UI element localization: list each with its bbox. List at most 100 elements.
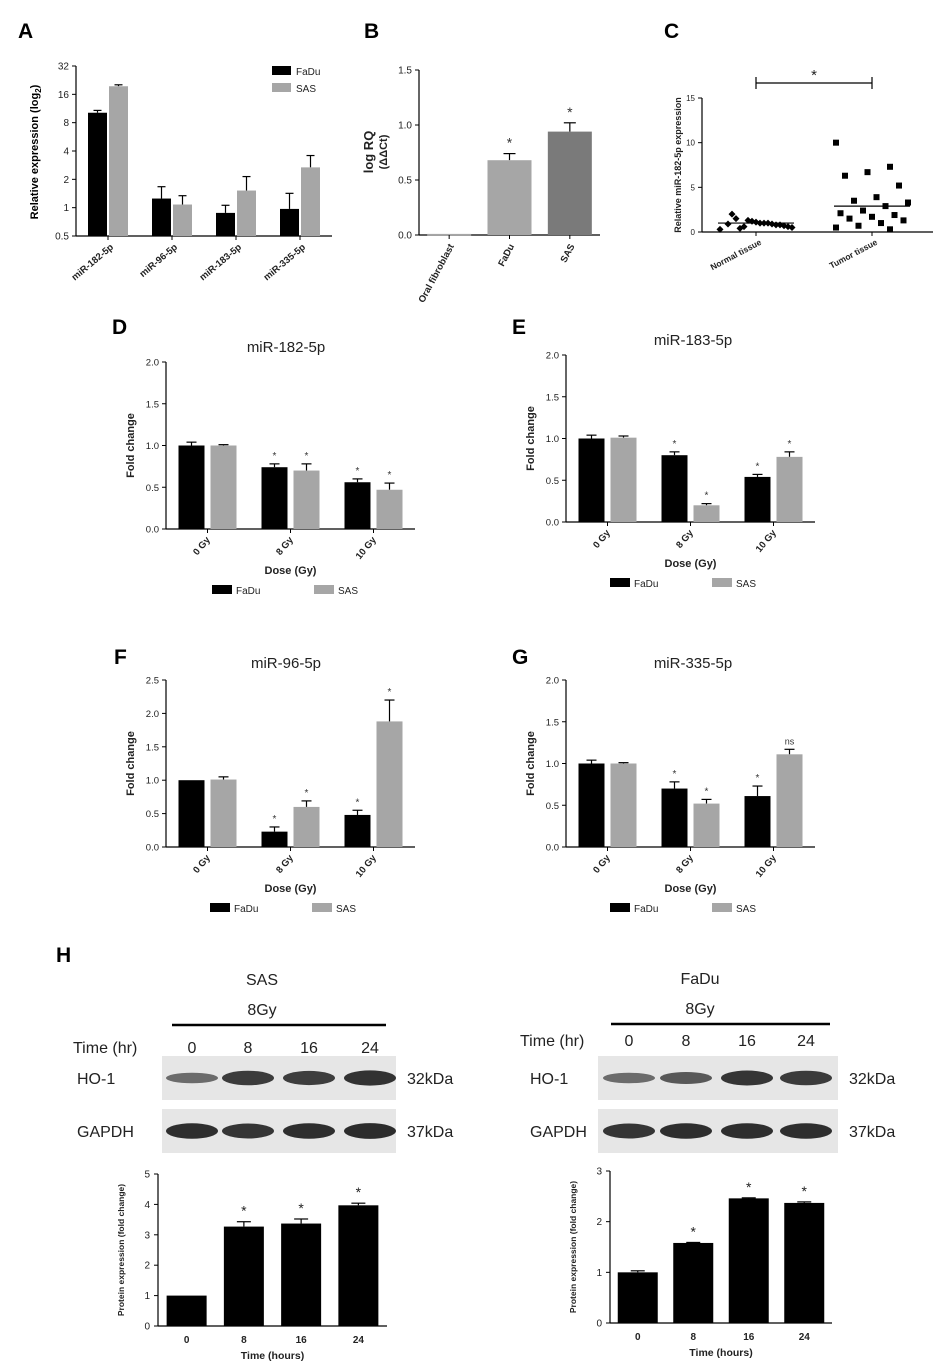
g-significance: * [673, 769, 677, 780]
d-category-label: 0 Gy [191, 534, 213, 557]
e-bar-fadu [578, 438, 605, 522]
d-bar-fadu [261, 467, 288, 529]
e-ytick-label: 1.5 [546, 392, 559, 403]
e-legend-swatch-fadu [610, 578, 630, 587]
b-y-axis-label: log RQ [361, 131, 376, 174]
f-legend-label: FaDu [234, 904, 258, 915]
blot-sas-band [344, 1070, 396, 1086]
c-point-normal [744, 216, 752, 224]
f-category-label: 8 Gy [274, 852, 296, 875]
g-ytick-label: 1.0 [546, 759, 559, 770]
e-bar-sas [776, 456, 803, 522]
blot-sas-band [166, 1072, 218, 1084]
d-significance: * [388, 470, 392, 481]
b-ytick-label: 0.0 [398, 231, 412, 242]
h-sas-category-label: 24 [353, 1335, 365, 1346]
h-sas-ytick-label: 4 [144, 1200, 150, 1211]
panel-letter-e: E [512, 316, 526, 339]
g-legend-swatch-sas [712, 903, 732, 912]
panel-letter-f: F [114, 646, 127, 669]
h-sas-bar [281, 1223, 322, 1326]
d-bar-sas [293, 470, 320, 529]
a-ytick-label: 2 [63, 175, 69, 186]
blot-fadu-time-label: Time (hr) [520, 1033, 584, 1050]
c-point-tumor [887, 163, 893, 170]
h-sas-significance-star: * [241, 1203, 247, 1219]
a-bar-fadu [152, 198, 171, 236]
h-fadu-bar [728, 1198, 769, 1323]
g-bar-sas [776, 754, 803, 847]
g-category-label: 0 Gy [591, 852, 613, 875]
blot-sas-band [222, 1123, 274, 1139]
blot-fadu-time-0: 0 [625, 1033, 634, 1050]
blot-fadu-row-label: GAPDH [530, 1124, 587, 1141]
blot-fadu-band [660, 1072, 712, 1084]
e-chart-title: miR-183-5p [654, 332, 732, 349]
c-significance-star: * [811, 67, 817, 84]
blot-sas-band [222, 1070, 274, 1086]
b-ytick-label: 0.5 [398, 176, 412, 187]
c-point-tumor [896, 182, 902, 189]
g-significance: ns [785, 736, 795, 746]
e-y-axis-label: Fold change [525, 406, 537, 471]
d-ytick-label: 0.0 [146, 525, 159, 536]
h-sas-ytick-label: 5 [144, 1170, 150, 1181]
e-category-label: 8 Gy [674, 527, 696, 550]
blot-fadu-kda: 32kDa [849, 1071, 895, 1088]
e-ytick-label: 0.0 [546, 518, 559, 529]
panel-letter-d: D [112, 316, 127, 339]
blot-sas-kda: 37kDa [407, 1124, 453, 1141]
f-y-axis-label: Fold change [125, 731, 137, 796]
g-bar-sas [693, 803, 720, 847]
blot-fadu-kda: 37kDa [849, 1124, 895, 1141]
b-ytick-label: 1.5 [398, 66, 412, 77]
a-ylabel-sub: 2 [34, 88, 43, 93]
c-point-tumor [873, 194, 880, 201]
a-legend-swatch-fadu [272, 66, 291, 75]
c-point-tumor [864, 169, 871, 176]
c-ytick-label: 0 [691, 228, 696, 237]
f-ytick-label: 1.5 [146, 742, 159, 753]
g-bar-fadu [578, 763, 605, 847]
f-ytick-label: 2.0 [146, 709, 159, 720]
h-fadu-category-label: 16 [743, 1332, 755, 1343]
h-sas-ytick-label: 0 [144, 1322, 150, 1333]
d-category-label: 8 Gy [274, 534, 296, 557]
blot-sas-time-3: 24 [361, 1040, 379, 1057]
f-category-label: 0 Gy [191, 852, 213, 875]
g-chart-title: miR-335-5p [654, 655, 732, 672]
d-x-axis-label: Dose (Gy) [265, 565, 317, 577]
h-sas-significance-star: * [298, 1200, 304, 1216]
f-ytick-label: 2.5 [146, 676, 159, 687]
h-fadu-ytick-label: 2 [596, 1217, 602, 1228]
c-ytick-label: 10 [686, 139, 695, 148]
h-fadu-category-label: 8 [690, 1332, 696, 1343]
f-bar-sas [293, 806, 320, 847]
blot-fadu-band [603, 1123, 655, 1139]
g-bar-fadu [661, 788, 688, 847]
h-sas-ytick-label: 3 [144, 1230, 150, 1241]
a-bar-sas [109, 86, 128, 236]
d-bar-sas [210, 445, 237, 529]
blot-sas-title: SAS [246, 972, 278, 989]
blot-fadu-time-3: 24 [797, 1033, 815, 1050]
a-legend-swatch-sas [272, 83, 291, 92]
h-fadu-category-label: 0 [635, 1332, 641, 1343]
h-fadu-bar [617, 1272, 658, 1323]
e-ytick-label: 0.5 [546, 476, 559, 487]
d-bar-fadu [178, 445, 205, 529]
e-category-label: 0 Gy [591, 527, 613, 550]
blot-fadu-time-1: 8 [682, 1033, 691, 1050]
d-chart-title: miR-182-5p [247, 339, 325, 356]
blot-sas-band [283, 1070, 335, 1086]
c-point-tumor [837, 210, 844, 217]
f-x-axis-label: Dose (Gy) [265, 883, 317, 895]
h-sas-bar [338, 1205, 379, 1326]
g-legend-label: FaDu [634, 904, 658, 915]
g-bar-sas [610, 763, 637, 847]
f-significance: * [388, 687, 392, 698]
a-category-label: miR-182-5p [70, 242, 116, 283]
e-significance: * [673, 439, 677, 450]
a-ytick-label: 4 [63, 147, 69, 158]
